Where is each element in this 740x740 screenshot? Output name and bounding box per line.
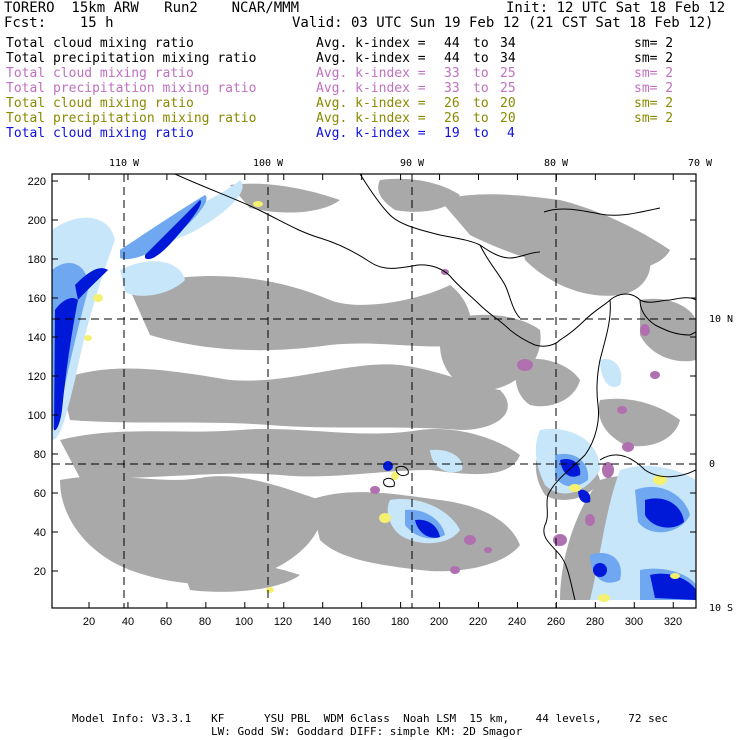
model-info-line: Model Info: V3.3.1 KF YSU PBL WDM 6class… [72, 712, 669, 725]
lon-label: 90 W [400, 158, 425, 169]
legend-to-label: to [473, 126, 489, 141]
y-tick-label: 200 [28, 215, 46, 227]
yellow-cloud-areas [84, 201, 680, 602]
x-tick-label: 180 [391, 616, 409, 628]
y-tick-label: 60 [34, 488, 46, 500]
y-tick-label: 120 [28, 371, 46, 383]
y-tick-label: 160 [28, 293, 46, 305]
legend-sm: sm= 2 [634, 51, 674, 66]
legend-index-label: Avg. k-index = [316, 66, 426, 81]
lat-label: 10 S [709, 603, 733, 614]
y-tick-label: 180 [28, 254, 46, 266]
legend-sm: sm= 2 [634, 66, 674, 81]
legend-index-label: Avg. k-index = [316, 126, 426, 141]
x-tick-label: 200 [430, 616, 448, 628]
lon-label: 80 W [544, 158, 569, 169]
latitude-labels: 10 N 0 10 S [709, 314, 733, 614]
lon-label: 70 W [688, 158, 713, 169]
legend-field: Total cloud mixing ratio [6, 66, 194, 81]
run-info: TORERO 15km ARW Run2 NCAR/MMM [4, 0, 300, 16]
legend-to: 20 [500, 96, 516, 111]
lat-lon-grid [52, 174, 696, 608]
legend-field: Total precipitation mixing ratio [6, 51, 257, 66]
legend-to: 20 [500, 111, 516, 126]
legend-to-label: to [473, 51, 489, 66]
legend-sm: sm= 2 [634, 111, 674, 126]
legend-to: 4 [507, 126, 515, 141]
legend-from: 44 [444, 36, 460, 51]
legend-to-label: to [473, 81, 489, 96]
legend-from: 33 [444, 81, 460, 96]
gray-cloud-areas [60, 178, 696, 600]
forecast-hour: Fcst: 15 h [4, 15, 114, 31]
lat-label: 10 N [709, 314, 733, 325]
legend-field: Total precipitation mixing ratio [6, 81, 257, 96]
x-tick-label: 40 [122, 616, 134, 628]
x-tick-label: 100 [235, 616, 253, 628]
x-tick-label: 160 [352, 616, 370, 628]
lat-label: 0 [709, 459, 715, 470]
x-tick-label: 80 [199, 616, 211, 628]
legend-from: 26 [444, 111, 460, 126]
legend-sm: sm= 2 [634, 81, 674, 96]
lon-label: 100 W [253, 158, 284, 169]
legend-field: Total cloud mixing ratio [6, 126, 194, 141]
x-axis-labels: 20 40 60 80 100 120 140 160 180 200 220 … [83, 616, 682, 628]
legend-sm: sm= 2 [634, 36, 674, 51]
legend-field: Total cloud mixing ratio [6, 96, 194, 111]
x-tick-label: 20 [83, 616, 95, 628]
legend-from: 26 [444, 96, 460, 111]
legend-to: 25 [500, 81, 516, 96]
legend-from: 33 [444, 66, 460, 81]
legend-index-label: Avg. k-index = [316, 111, 426, 126]
x-tick-label: 300 [625, 616, 643, 628]
legend-from: 19 [444, 126, 460, 141]
longitude-labels: 110 W 100 W 90 W 80 W 70 W [109, 158, 713, 169]
x-tick-label: 120 [274, 616, 292, 628]
y-tick-label: 140 [28, 332, 46, 344]
y-tick-label: 100 [28, 410, 46, 422]
model-physics-line: LW: Godd SW: Goddard DIFF: simple KM: 2D… [211, 725, 523, 738]
legend-to: 34 [500, 36, 516, 51]
valid-time: Valid: 03 UTC Sun 19 Feb 12 (21 CST Sat … [292, 15, 714, 31]
y-tick-label: 220 [28, 176, 46, 188]
y-axis-labels: 220 200 180 160 140 120 100 80 60 40 20 [28, 176, 46, 578]
x-tick-label: 140 [313, 616, 331, 628]
legend-to-label: to [473, 96, 489, 111]
legend-to-label: to [473, 111, 489, 126]
x-tick-label: 240 [508, 616, 526, 628]
legend-index-label: Avg. k-index = [316, 51, 426, 66]
legend-index-label: Avg. k-index = [316, 81, 426, 96]
map-frame [51, 173, 697, 609]
x-tick-label: 280 [586, 616, 604, 628]
x-tick-label: 320 [664, 616, 682, 628]
x-tick-label: 220 [469, 616, 487, 628]
purple-cloud-areas [370, 269, 660, 574]
x-tick-label: 260 [547, 616, 565, 628]
y-tick-label: 80 [34, 449, 46, 461]
y-tick-label: 20 [34, 566, 46, 578]
init-time: Init: 12 UTC Sat 18 Feb 12 [506, 0, 726, 16]
dark-blue-cloud-cores [54, 200, 696, 600]
legend-to-label: to [473, 66, 489, 81]
coastlines [174, 174, 696, 601]
x-tick-label: 60 [160, 616, 172, 628]
legend-to: 25 [500, 66, 516, 81]
cloud-field [52, 174, 696, 602]
legend-index-label: Avg. k-index = [316, 36, 426, 51]
legend-to-label: to [473, 36, 489, 51]
axis-ticks [52, 174, 696, 608]
legend-field: Total cloud mixing ratio [6, 36, 194, 51]
legend-to: 34 [500, 51, 516, 66]
legend-index-label: Avg. k-index = [316, 96, 426, 111]
legend-sm: sm= 2 [634, 96, 674, 111]
lon-label: 110 W [109, 158, 140, 169]
legend-from: 44 [444, 51, 460, 66]
legend-field: Total precipitation mixing ratio [6, 111, 257, 126]
y-tick-label: 40 [34, 527, 46, 539]
